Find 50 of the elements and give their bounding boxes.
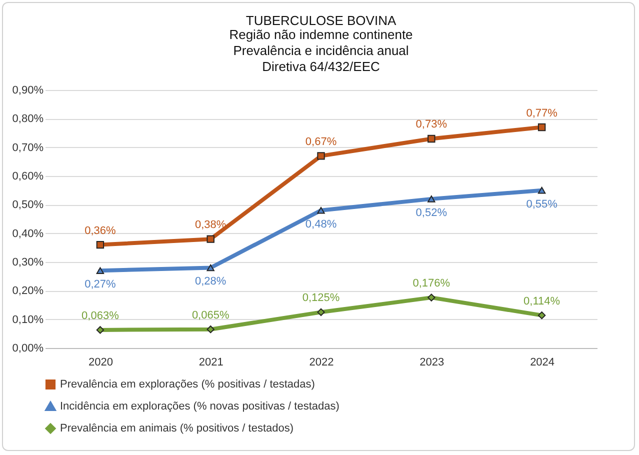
data-label: 0,48% [305, 218, 337, 230]
data-label: 0,52% [416, 206, 448, 219]
data-label: 0,67% [305, 136, 337, 148]
x-tick-label: 2020 [88, 356, 113, 368]
point [317, 308, 325, 316]
y-tick-label: 0,10% [12, 314, 44, 326]
point [317, 206, 325, 214]
legend-label: Prevalência em animais (% positivos / testados) [60, 422, 294, 434]
point [538, 311, 546, 320]
data-label: 0,77% [526, 107, 558, 120]
x-tick-label: 2021 [198, 356, 224, 368]
chart-title: TUBERCULOSE BOVINA [246, 13, 396, 28]
y-tick-label: 0,70% [12, 142, 44, 154]
data-label: 0,38% [195, 219, 226, 232]
x-tick-label: 2022 [309, 356, 334, 368]
point [428, 196, 436, 202]
data-label: 0,063% [82, 310, 120, 322]
point [206, 264, 214, 272]
y-tick-label: 0,80% [12, 113, 44, 126]
data-label: 0,176% [412, 278, 450, 290]
point [96, 267, 104, 274]
y-tick-label: 0,60% [12, 170, 44, 182]
point [96, 240, 104, 249]
point [428, 134, 436, 143]
point [317, 152, 325, 160]
y-tick-label: 0,00% [12, 342, 44, 354]
data-label: 0,065% [192, 309, 230, 322]
legend-label: Incidência em explorações (% novas positivas / testadas) [60, 400, 340, 412]
legend-label: Prevalência em explorações (% positivas / testadas) [60, 378, 315, 390]
data-label: 0,55% [526, 198, 558, 210]
y-tick-label: 0,50% [12, 199, 44, 212]
point [538, 123, 546, 132]
y-tick-label: 0,40% [12, 228, 44, 240]
x-tick-label: 2023 [420, 356, 444, 368]
y-tick-label: 0,90% [12, 84, 44, 96]
point [206, 326, 214, 334]
chart-subtitle: Região não indemne continente Prevalência e incidência anual Diretiva 64/432/EEC [229, 27, 413, 74]
data-label: 0,114% [524, 295, 560, 308]
data-label: 0,73% [416, 118, 448, 131]
point [538, 186, 546, 194]
data-label: 0,27% [84, 278, 116, 291]
data-label: 0,125% [302, 292, 340, 304]
point [206, 235, 214, 243]
point [428, 294, 436, 302]
data-label: 0,36% [84, 224, 116, 237]
y-tick-label: 0,20% [12, 285, 44, 298]
point [96, 326, 104, 334]
y-tick-label: 0,30% [12, 256, 44, 268]
x-tick-label: 2024 [530, 356, 555, 368]
data-label: 0,28% [195, 276, 226, 288]
